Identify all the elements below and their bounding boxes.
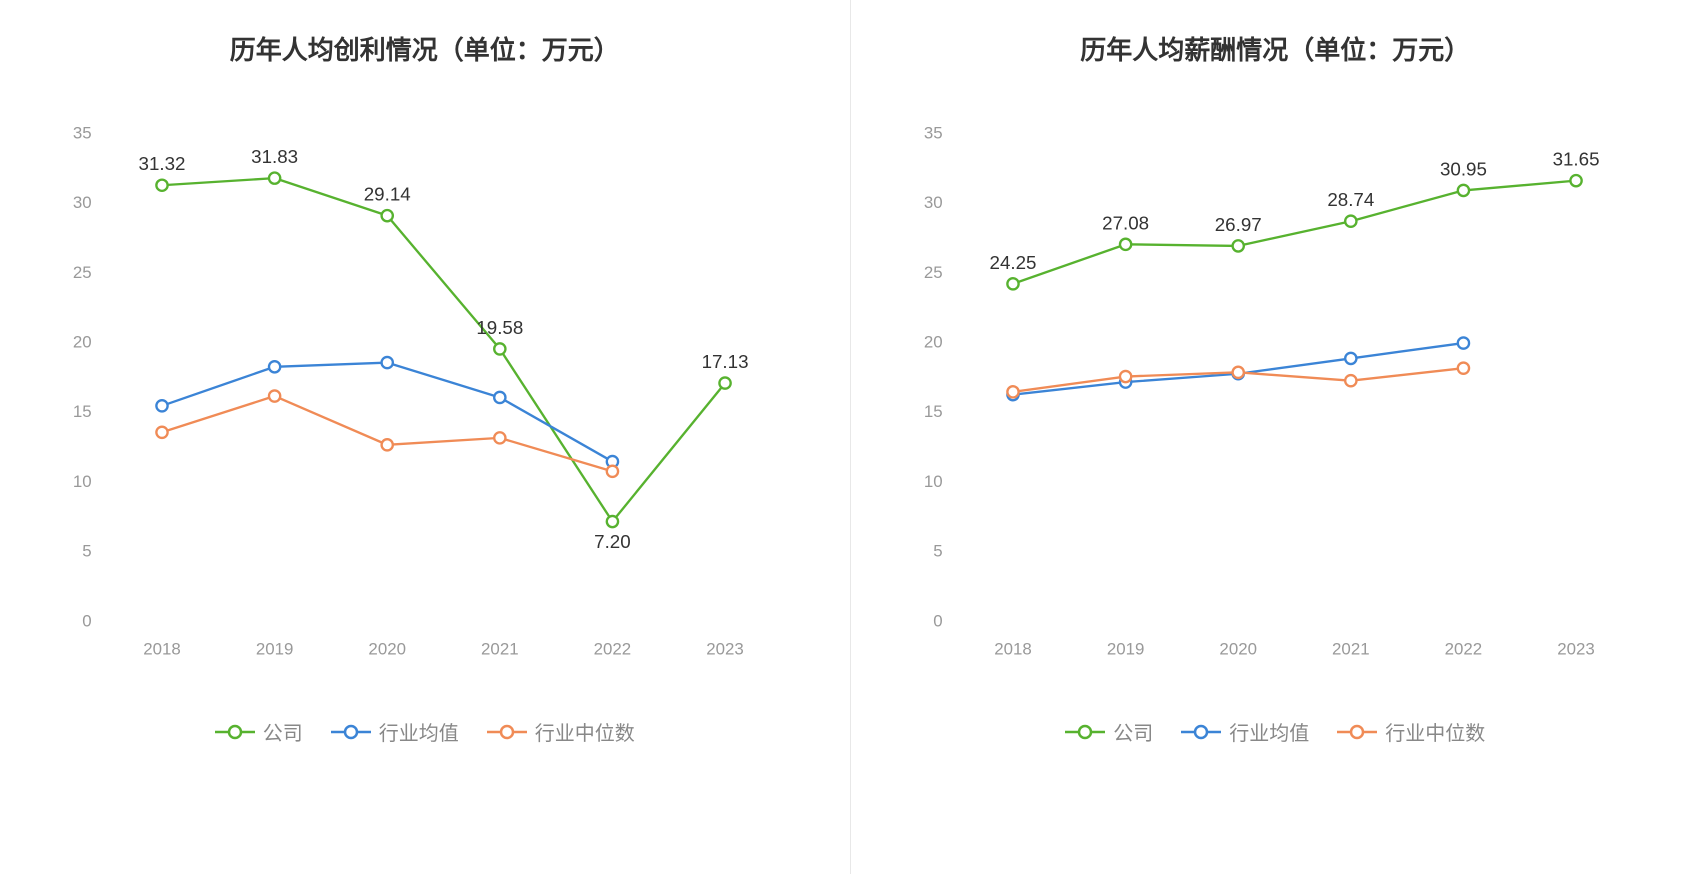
series-line — [162, 178, 725, 521]
svg-text:15: 15 — [73, 402, 92, 421]
series-marker — [156, 180, 167, 191]
svg-text:2020: 2020 — [368, 640, 406, 659]
svg-text:2021: 2021 — [481, 640, 519, 659]
svg-text:0: 0 — [933, 611, 942, 630]
series-marker — [1007, 278, 1018, 289]
legend-marker-icon — [1337, 724, 1377, 740]
series-marker — [382, 357, 393, 368]
data-label: 31.65 — [1552, 149, 1599, 170]
series-marker — [1345, 353, 1356, 364]
svg-text:5: 5 — [82, 542, 91, 561]
svg-text:2018: 2018 — [143, 640, 181, 659]
legend-item: 行业中位数 — [1337, 717, 1485, 746]
series-marker — [719, 377, 730, 388]
svg-text:2023: 2023 — [706, 640, 744, 659]
series-marker — [269, 390, 280, 401]
data-label: 24.25 — [989, 252, 1036, 273]
svg-text:2022: 2022 — [1444, 640, 1482, 659]
series-line — [162, 396, 612, 471]
series-marker — [1232, 367, 1243, 378]
right-legend: 公司 行业均值 行业中位数 — [891, 717, 1661, 746]
series-marker — [156, 400, 167, 411]
series-marker — [1457, 363, 1468, 374]
svg-text:2019: 2019 — [1106, 640, 1144, 659]
svg-text:10: 10 — [73, 472, 92, 491]
series-marker — [1457, 185, 1468, 196]
svg-text:20: 20 — [923, 333, 942, 352]
svg-text:20: 20 — [73, 333, 92, 352]
svg-text:2019: 2019 — [256, 640, 294, 659]
series-marker — [607, 466, 618, 477]
legend-marker-icon — [487, 724, 527, 740]
svg-text:10: 10 — [923, 472, 942, 491]
svg-text:2020: 2020 — [1219, 640, 1257, 659]
series-marker — [1457, 337, 1468, 348]
data-label: 26.97 — [1214, 214, 1261, 235]
legend-label: 公司 — [1113, 717, 1153, 746]
svg-text:2023: 2023 — [1557, 640, 1595, 659]
series-marker — [1570, 175, 1581, 186]
data-label: 28.74 — [1327, 189, 1374, 210]
svg-text:0: 0 — [82, 611, 91, 630]
legend-item: 公司 — [215, 717, 303, 746]
series-marker — [269, 173, 280, 184]
series-line — [1012, 181, 1575, 284]
svg-text:30: 30 — [73, 193, 92, 212]
svg-text:2022: 2022 — [594, 640, 632, 659]
series-marker — [1232, 240, 1243, 251]
series-marker — [1007, 386, 1018, 397]
data-label: 31.83 — [251, 146, 298, 167]
left-chart-svg: 0 5 10 15 20 25 30 35 2018 2019 2020 2021 2022 2023 31… — [40, 97, 810, 687]
series-marker — [607, 516, 618, 527]
left-chart-title: 历年人均创利情况（单位：万元） — [40, 30, 810, 67]
legend-item: 公司 — [1065, 717, 1153, 746]
legend-marker-icon — [215, 724, 255, 740]
left-legend: 公司 行业均值 行业中位数 — [40, 717, 810, 746]
series-marker — [382, 210, 393, 221]
series-marker — [494, 343, 505, 354]
data-label: 27.08 — [1102, 212, 1149, 233]
legend-marker-icon — [1065, 724, 1105, 740]
data-label: 29.14 — [364, 184, 411, 205]
series-marker — [1345, 216, 1356, 227]
series-marker — [1345, 375, 1356, 386]
svg-text:25: 25 — [923, 263, 942, 282]
right-panel: 历年人均薪酬情况（单位：万元） 0 5 10 15 20 25 30 35 2018 2019 20… — [850, 0, 1700, 874]
data-label: 19.58 — [476, 317, 523, 338]
series-marker — [494, 432, 505, 443]
data-label: 31.32 — [139, 153, 186, 174]
svg-text:25: 25 — [73, 263, 92, 282]
legend-label: 行业均值 — [379, 717, 459, 746]
legend-marker-icon — [1181, 724, 1221, 740]
svg-text:30: 30 — [923, 193, 942, 212]
data-label: 17.13 — [702, 351, 749, 372]
series-marker — [269, 361, 280, 372]
legend-label: 公司 — [263, 717, 303, 746]
data-label: 30.95 — [1439, 158, 1486, 179]
legend-label: 行业中位数 — [1385, 717, 1485, 746]
svg-text:15: 15 — [923, 402, 942, 421]
series-marker — [156, 427, 167, 438]
charts-container: 历年人均创利情况（单位：万元） 0 5 10 15 20 25 30 35 2018 2019 20… — [0, 0, 1700, 874]
legend-marker-icon — [331, 724, 371, 740]
series-marker — [1119, 371, 1130, 382]
series-marker — [382, 439, 393, 450]
svg-text:5: 5 — [933, 542, 942, 561]
legend-item: 行业均值 — [331, 717, 459, 746]
legend-item: 行业均值 — [1181, 717, 1309, 746]
left-panel: 历年人均创利情况（单位：万元） 0 5 10 15 20 25 30 35 2018 2019 20… — [0, 0, 850, 874]
data-label: 7.20 — [594, 531, 631, 552]
right-chart-svg: 0 5 10 15 20 25 30 35 2018 2019 2020 2021 2022 2023 24… — [891, 97, 1661, 687]
svg-text:35: 35 — [73, 123, 92, 142]
right-chart-title: 历年人均薪酬情况（单位：万元） — [891, 30, 1661, 67]
legend-label: 行业中位数 — [535, 717, 635, 746]
svg-text:2018: 2018 — [994, 640, 1032, 659]
svg-text:2021: 2021 — [1332, 640, 1370, 659]
legend-item: 行业中位数 — [487, 717, 635, 746]
series-marker — [1119, 239, 1130, 250]
legend-label: 行业均值 — [1229, 717, 1309, 746]
series-marker — [494, 392, 505, 403]
svg-text:35: 35 — [923, 123, 942, 142]
